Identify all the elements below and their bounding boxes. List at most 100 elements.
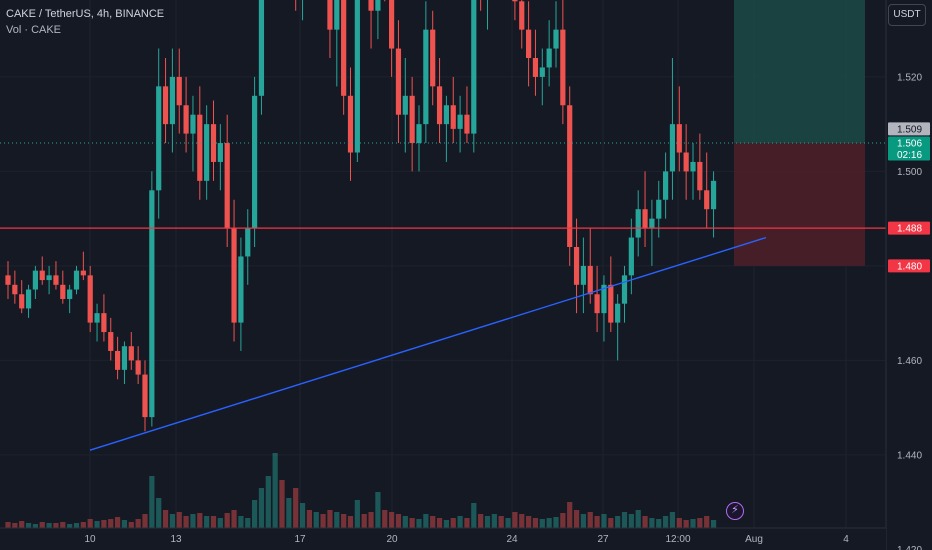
price-label: 1.488 xyxy=(897,224,922,235)
x-tick-label: 12:00 xyxy=(665,534,690,545)
candle-body xyxy=(258,0,265,96)
volume-bar xyxy=(498,516,504,528)
lightning-icon[interactable]: ⚡ xyxy=(726,502,744,520)
candle-body xyxy=(73,270,80,290)
candle-body xyxy=(334,0,340,30)
candle-body xyxy=(649,218,655,229)
candle-body xyxy=(539,67,545,77)
candle-body xyxy=(594,294,600,314)
candle-body xyxy=(580,265,586,285)
candle-body xyxy=(464,114,470,134)
bar-countdown-label: 02:16 xyxy=(897,150,922,161)
volume-bar xyxy=(87,519,93,528)
currency-button[interactable]: USDT xyxy=(888,4,926,26)
chart-legend: CAKE / TetherUS, 4h, BINANCE Vol · CAKE xyxy=(6,6,164,38)
candle-body xyxy=(690,161,696,172)
y-tick-label: 1.440 xyxy=(897,450,922,461)
candle-body xyxy=(443,105,449,125)
candle-body xyxy=(368,0,374,11)
volume-bar xyxy=(560,513,566,528)
volume-bar xyxy=(526,516,532,528)
volume-bar xyxy=(464,518,470,528)
candle-body xyxy=(252,95,258,229)
volume-bar xyxy=(299,503,306,528)
volume-bar xyxy=(478,514,484,528)
y-tick-label: 1.500 xyxy=(897,167,922,178)
volume-bar xyxy=(306,510,312,528)
volume-bar xyxy=(608,518,614,528)
volume-bar xyxy=(663,516,669,528)
volume-bar xyxy=(19,521,25,528)
volume-bar xyxy=(101,520,107,528)
candle-body xyxy=(416,124,422,144)
volume-bar xyxy=(382,510,388,528)
candle-body xyxy=(149,190,155,418)
volume-bar xyxy=(169,514,175,528)
candle-body xyxy=(615,303,621,323)
candle-body xyxy=(450,105,456,129)
candle-body xyxy=(621,275,628,304)
x-tick-label: Aug xyxy=(745,534,763,545)
volume-bar xyxy=(484,516,491,528)
volume-bar xyxy=(190,514,196,528)
volume-bar xyxy=(231,510,237,528)
candle-body xyxy=(683,152,689,172)
volume-bar xyxy=(53,523,59,528)
candle-body xyxy=(519,1,525,30)
volume-bars xyxy=(5,453,717,528)
volume-bar xyxy=(402,516,408,528)
drawing-lines[interactable] xyxy=(0,0,886,451)
candle-body xyxy=(546,48,552,68)
price-axis[interactable]: 1.4201.4401.4601.4801.5001.5201.5401.560… xyxy=(885,0,932,550)
candle-body xyxy=(12,284,18,295)
candle-body xyxy=(94,313,100,323)
candle-body xyxy=(210,124,217,162)
trendline xyxy=(89,236,767,451)
candle-body xyxy=(115,350,121,370)
candle-body xyxy=(512,0,518,2)
candle-body xyxy=(375,0,381,11)
candle-body xyxy=(39,270,45,281)
candle-body xyxy=(231,228,237,323)
candle-body xyxy=(327,0,333,30)
volume-bar xyxy=(94,521,100,528)
volume-bar xyxy=(375,492,381,528)
volume-bar xyxy=(594,516,600,528)
volume-bar xyxy=(532,518,539,528)
price-label: 1.480 xyxy=(897,261,922,272)
profit-zone xyxy=(734,0,865,144)
candle-body xyxy=(663,171,669,200)
x-tick-label: 17 xyxy=(294,534,306,545)
candle-body xyxy=(87,275,93,323)
candle-body xyxy=(32,270,38,290)
volume-bar xyxy=(327,510,333,528)
volume-bar xyxy=(245,518,251,528)
candle-body xyxy=(142,374,148,418)
long-position-tool[interactable] xyxy=(734,0,865,266)
volume-bar xyxy=(204,516,210,528)
candle-body xyxy=(238,256,244,323)
candle-body xyxy=(135,360,141,375)
candle-body xyxy=(67,289,73,299)
volume-bar xyxy=(587,512,593,528)
volume-bar xyxy=(135,519,141,528)
volume-indicator-label: Vol · CAKE xyxy=(6,24,62,36)
volume-bar xyxy=(73,523,80,528)
candle-body xyxy=(121,346,128,370)
volume-bar xyxy=(142,514,148,528)
volume-bar xyxy=(80,522,86,528)
candle-body xyxy=(190,114,196,134)
candle-body xyxy=(526,29,532,58)
candle-body xyxy=(601,284,607,314)
volume-bar xyxy=(67,524,73,528)
candle-body xyxy=(553,29,559,49)
candle-body xyxy=(697,161,703,191)
candle-body xyxy=(532,58,539,77)
volume-bar xyxy=(108,519,114,528)
time-axis[interactable]: 10 13 17 20 24 27 12:00 Aug 4 xyxy=(0,527,886,550)
x-tick-label: 24 xyxy=(506,534,518,545)
time-axis-background xyxy=(0,528,886,550)
candle-body xyxy=(354,0,360,153)
volume-bar xyxy=(430,516,436,528)
